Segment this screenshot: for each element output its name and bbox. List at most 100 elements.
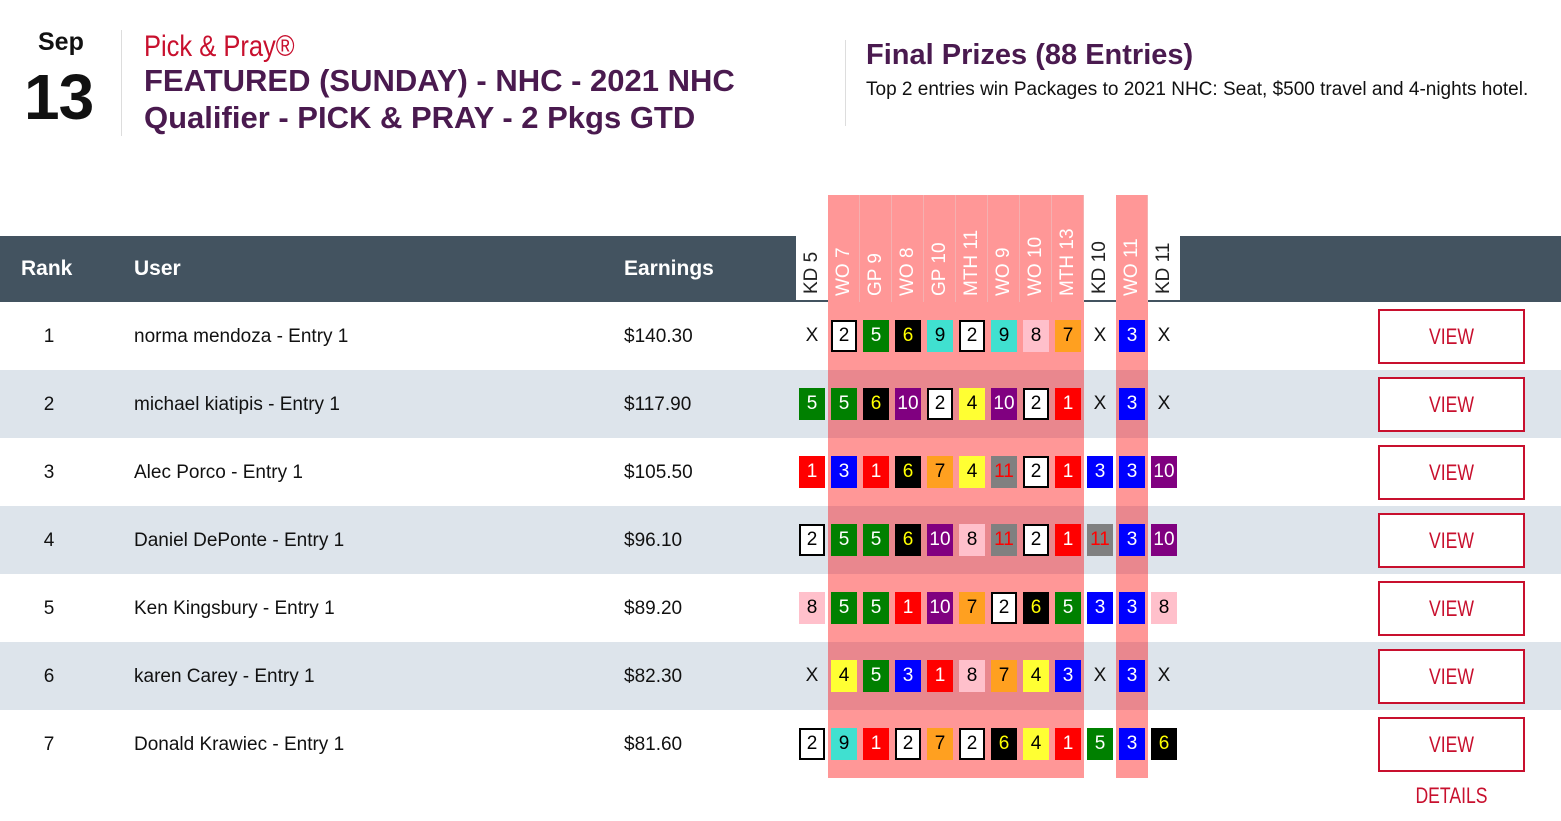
saddle-cloth-11: 11 xyxy=(1087,524,1113,556)
pick-cell: 5 xyxy=(828,574,860,642)
table-row: 4 Daniel DePonte - Entry 1 $96.10 2 5 5 6 10 8 11… xyxy=(0,506,1561,604)
view-details-button[interactable]: VIEW DETAILS xyxy=(1378,649,1525,740)
saddle-cloth-3: 3 xyxy=(1119,660,1145,692)
saddle-cloth-1: 1 xyxy=(1055,728,1081,760)
prizes-description: Top 2 entries win Packages to 2021 NHC: … xyxy=(866,79,1529,100)
saddle-cloth-3: 3 xyxy=(1087,592,1113,624)
pick-cell: 2 xyxy=(796,506,828,574)
view-details-button[interactable]: VIEW DETAILS xyxy=(1378,717,1525,808)
user-cell: Ken Kingsbury - Entry 1 xyxy=(134,598,335,619)
pick-cell: 3 xyxy=(892,642,924,710)
pick-cell: 2 xyxy=(956,302,988,370)
pick-cell: 8 xyxy=(956,642,988,710)
user-cell: michael kiatipis - Entry 1 xyxy=(134,394,340,415)
rank-cell: 2 xyxy=(43,394,55,415)
pick-cell: 3 xyxy=(1116,438,1148,506)
pick-cell: X xyxy=(1148,370,1180,438)
view-details-button[interactable]: VIEW DETAILS xyxy=(1378,377,1525,468)
view-details-button[interactable]: VIEW DETAILS xyxy=(1378,581,1525,672)
earnings-cell: $96.10 xyxy=(624,530,683,551)
pick-cell: 1 xyxy=(924,642,956,710)
pick-cell: 6 xyxy=(1148,710,1180,778)
pick-cell: 3 xyxy=(1116,506,1148,574)
pick-cell: 1 xyxy=(796,438,828,506)
pick-cell: 4 xyxy=(1020,710,1052,778)
saddle-cloth-3: 3 xyxy=(895,660,921,692)
pick-cell: 6 xyxy=(1020,574,1052,642)
saddle-cloth-3: 3 xyxy=(1119,320,1145,352)
pick-cell: 3 xyxy=(1084,438,1116,506)
view-details-button[interactable]: VIEW DETAILS xyxy=(1378,513,1525,604)
saddle-cloth-7: 7 xyxy=(1055,320,1081,352)
saddle-cloth-2: 2 xyxy=(1023,388,1049,420)
pick-cell: 10 xyxy=(988,370,1020,438)
saddle-cloth-2: 2 xyxy=(831,320,857,352)
earnings-cell: $117.90 xyxy=(624,394,692,415)
saddle-cloth-6: 6 xyxy=(1023,592,1049,624)
saddle-cloth-2: 2 xyxy=(799,728,825,760)
pick-cell: 4 xyxy=(1020,642,1052,710)
pick-cell: 3 xyxy=(828,438,860,506)
pick-cell: 5 xyxy=(860,506,892,574)
saddle-cloth-1: 1 xyxy=(895,592,921,624)
pick-cell: X xyxy=(1084,642,1116,710)
pick-cell: 7 xyxy=(988,642,1020,710)
saddle-cloth-3: 3 xyxy=(1119,592,1145,624)
divider xyxy=(845,40,846,126)
saddle-cloth-9: 9 xyxy=(831,728,857,760)
pick-cell: 10 xyxy=(1148,506,1180,574)
pick-cell: X xyxy=(1148,642,1180,710)
saddle-cloth-3: 3 xyxy=(1087,456,1113,488)
saddle-cloth-7: 7 xyxy=(959,592,985,624)
saddle-cloth-5: 5 xyxy=(1087,728,1113,760)
pick-cell: 7 xyxy=(924,438,956,506)
saddle-cloth-8: 8 xyxy=(799,592,825,624)
pick-cell: 6 xyxy=(988,710,1020,778)
column-rank[interactable]: Rank xyxy=(21,257,73,280)
saddle-cloth-2: 2 xyxy=(895,728,921,760)
view-details-label: VIEW DETAILS xyxy=(1415,732,1488,808)
pick-cell: 2 xyxy=(1020,438,1052,506)
no-pick-mark: X xyxy=(1093,393,1107,414)
pick-cell: 7 xyxy=(924,710,956,778)
saddle-cloth-5: 5 xyxy=(1055,592,1081,624)
rank-cell: 5 xyxy=(43,598,55,619)
pick-cell: 11 xyxy=(988,506,1020,574)
view-details-button[interactable]: VIEW DETAILS xyxy=(1378,309,1525,400)
pick-cell: 8 xyxy=(1020,302,1052,370)
saddle-cloth-6: 6 xyxy=(895,524,921,556)
column-user[interactable]: User xyxy=(134,257,181,280)
race-label: KD 10 xyxy=(1089,241,1110,294)
pick-cell: 8 xyxy=(956,506,988,574)
pick-cell: X xyxy=(1084,370,1116,438)
rank-cell: 6 xyxy=(43,666,55,687)
saddle-cloth-2: 2 xyxy=(959,728,985,760)
pick-cell: 11 xyxy=(1084,506,1116,574)
pick-cell: 5 xyxy=(1052,574,1084,642)
rank-cell: 3 xyxy=(43,462,55,483)
saddle-cloth-7: 7 xyxy=(927,728,953,760)
saddle-cloth-7: 7 xyxy=(927,456,953,488)
saddle-cloth-4: 4 xyxy=(1023,728,1049,760)
saddle-cloth-2: 2 xyxy=(1023,456,1049,488)
pick-cell: 10 xyxy=(924,506,956,574)
saddle-cloth-6: 6 xyxy=(863,388,889,420)
saddle-cloth-9: 9 xyxy=(991,320,1017,352)
saddle-cloth-1: 1 xyxy=(863,456,889,488)
column-earnings[interactable]: Earnings xyxy=(624,257,714,280)
view-details-button[interactable]: VIEW DETAILS xyxy=(1378,445,1525,536)
saddle-cloth-6: 6 xyxy=(895,320,921,352)
race-label: KD 11 xyxy=(1153,242,1174,294)
pick-cell: 8 xyxy=(1148,574,1180,642)
saddle-cloth-3: 3 xyxy=(1119,728,1145,760)
pick-cell: 6 xyxy=(892,302,924,370)
saddle-cloth-2: 2 xyxy=(927,388,953,420)
pick-cell: 1 xyxy=(1052,438,1084,506)
pick-cell: 10 xyxy=(1148,438,1180,506)
saddle-cloth-4: 4 xyxy=(959,388,985,420)
earnings-cell: $81.60 xyxy=(624,734,683,755)
pick-cell: 6 xyxy=(860,370,892,438)
saddle-cloth-5: 5 xyxy=(831,592,857,624)
race-header: WO 11 xyxy=(1116,195,1148,302)
saddle-cloth-3: 3 xyxy=(1055,660,1081,692)
